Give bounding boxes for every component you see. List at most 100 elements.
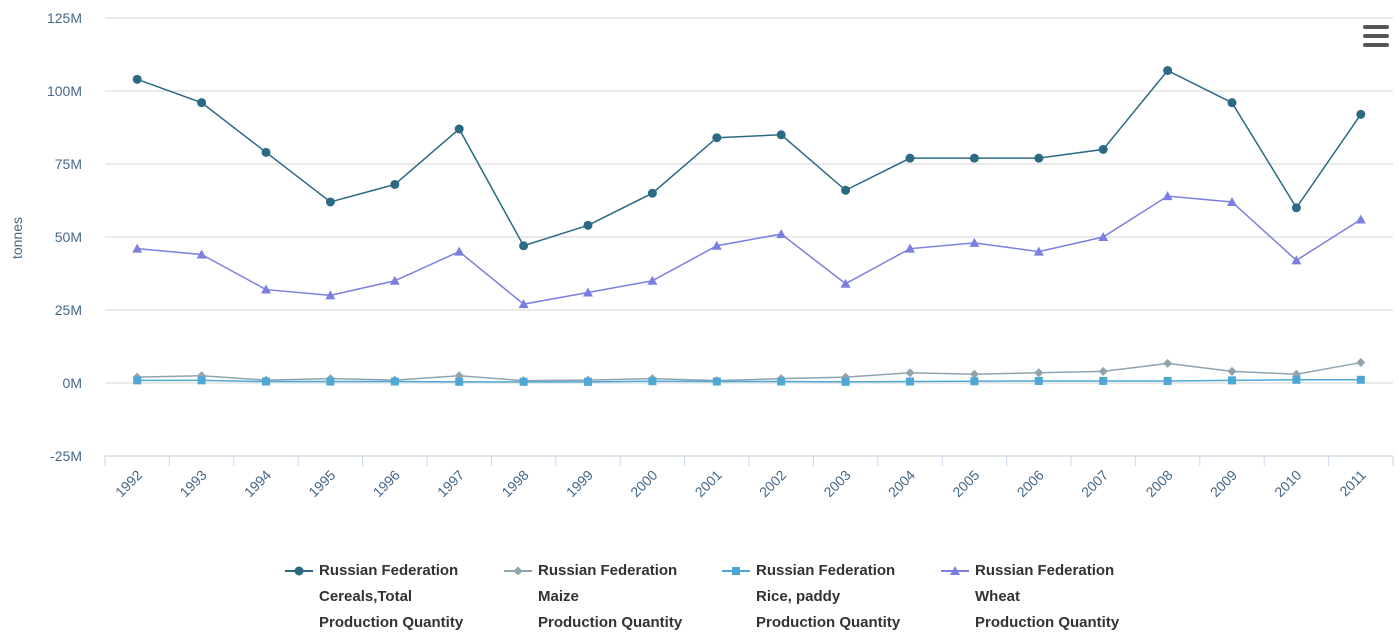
- data-point: [1291, 203, 1301, 213]
- data-point: [1098, 366, 1108, 376]
- y-axis-title: tonnes: [9, 217, 25, 259]
- data-point: [712, 377, 721, 386]
- data-point: [776, 130, 786, 140]
- legend-label: Russian Federation Rice, paddy Productio…: [756, 562, 901, 631]
- x-tick-label: 1992: [112, 467, 145, 500]
- data-point: [647, 188, 657, 198]
- data-point: [776, 229, 787, 239]
- legend-item[interactable]: Russian Federation Maize Production Quan…: [504, 558, 682, 632]
- data-point: [1163, 376, 1172, 385]
- data-point: [1033, 246, 1044, 256]
- y-tick-label: -25M: [50, 448, 82, 464]
- data-point: [1292, 375, 1301, 384]
- legend-item[interactable]: Russian Federation Wheat Production Quan…: [941, 558, 1119, 632]
- data-point: [1356, 109, 1366, 119]
- data-point: [1227, 366, 1237, 376]
- data-point: [261, 147, 271, 157]
- data-point: [325, 197, 335, 207]
- data-point: [1227, 98, 1237, 108]
- y-tick-label: 100M: [47, 83, 82, 99]
- data-point: [1356, 375, 1365, 384]
- legend-key: [504, 566, 532, 576]
- data-point: [133, 376, 142, 385]
- data-point: [905, 368, 915, 378]
- data-point: [1098, 144, 1108, 154]
- data-point: [196, 249, 207, 259]
- legend-key: [722, 567, 750, 575]
- legend-marker: [732, 567, 740, 575]
- legend-marker: [513, 566, 523, 576]
- x-tick-label: 2011: [1336, 467, 1369, 500]
- x-tick-label: 1999: [563, 467, 596, 500]
- data-point: [325, 290, 336, 300]
- data-point: [711, 240, 722, 250]
- data-point: [390, 179, 400, 189]
- data-point: [584, 377, 592, 386]
- data-point: [1162, 191, 1173, 201]
- x-tick-label: 2001: [692, 467, 725, 500]
- data-point: [905, 153, 915, 163]
- data-point: [841, 185, 851, 195]
- x-tick-label: 2004: [885, 467, 918, 500]
- data-point: [390, 377, 399, 386]
- y-tick-label: 0M: [63, 375, 82, 391]
- x-tick-label: 1998: [498, 467, 531, 500]
- data-point: [519, 377, 528, 386]
- x-tick-label: 2005: [949, 467, 982, 500]
- data-point: [326, 377, 335, 386]
- x-tick-label: 2009: [1207, 467, 1240, 500]
- x-tick-label: 2006: [1014, 467, 1047, 500]
- legend-label: Russian Federation Maize Production Quan…: [538, 562, 683, 631]
- menu-button[interactable]: [1363, 25, 1389, 47]
- data-point: [132, 74, 142, 84]
- data-point: [583, 220, 593, 230]
- data-point: [970, 377, 979, 386]
- x-tick-label: 1994: [241, 467, 274, 500]
- data-point: [519, 241, 529, 251]
- data-point: [1356, 358, 1366, 368]
- data-point: [455, 377, 464, 386]
- data-point: [197, 376, 206, 385]
- x-tick-label: 2010: [1271, 467, 1304, 500]
- data-point: [777, 377, 786, 386]
- y-tick-label: 25M: [55, 302, 82, 318]
- data-point: [648, 377, 657, 386]
- x-tick-label: 2007: [1078, 467, 1111, 500]
- legend-key: [941, 566, 969, 575]
- data-point: [1034, 368, 1044, 378]
- series-line: [137, 361, 1361, 382]
- data-point: [1291, 255, 1302, 265]
- data-point: [841, 377, 850, 386]
- data-point: [518, 299, 529, 309]
- legend-item[interactable]: Russian Federation Cereals,Total Product…: [285, 558, 463, 632]
- x-tick-label: 1993: [176, 467, 209, 500]
- x-tick-label: 2000: [627, 467, 660, 500]
- x-tick-label: 1995: [305, 467, 338, 500]
- legend-label: Russian Federation Cereals,Total Product…: [319, 562, 464, 631]
- y-tick-label: 50M: [55, 229, 82, 245]
- x-tick-label: 1997: [434, 467, 467, 500]
- legend-item[interactable]: Russian Federation Rice, paddy Productio…: [722, 558, 900, 632]
- data-point: [1163, 66, 1173, 76]
- y-tick-label: 75M: [55, 156, 82, 172]
- data-point: [1034, 153, 1044, 163]
- data-point: [1098, 232, 1109, 241]
- x-tick-label: 2002: [756, 467, 789, 500]
- data-point: [1228, 376, 1236, 385]
- x-tick-label: 2003: [820, 467, 853, 500]
- data-point: [905, 243, 915, 253]
- x-tick-label: 1996: [370, 467, 403, 500]
- series-line: [136, 69, 1362, 247]
- data-point: [969, 153, 979, 163]
- legend-key: [285, 566, 313, 576]
- data-point: [262, 377, 270, 386]
- data-point: [712, 133, 722, 143]
- legend-marker: [294, 566, 304, 576]
- data-point: [197, 98, 207, 108]
- data-point: [1099, 376, 1108, 385]
- data-point: [454, 124, 464, 134]
- data-point: [906, 377, 914, 386]
- x-tick-label: 2008: [1142, 467, 1175, 500]
- y-tick-label: 125M: [47, 10, 82, 26]
